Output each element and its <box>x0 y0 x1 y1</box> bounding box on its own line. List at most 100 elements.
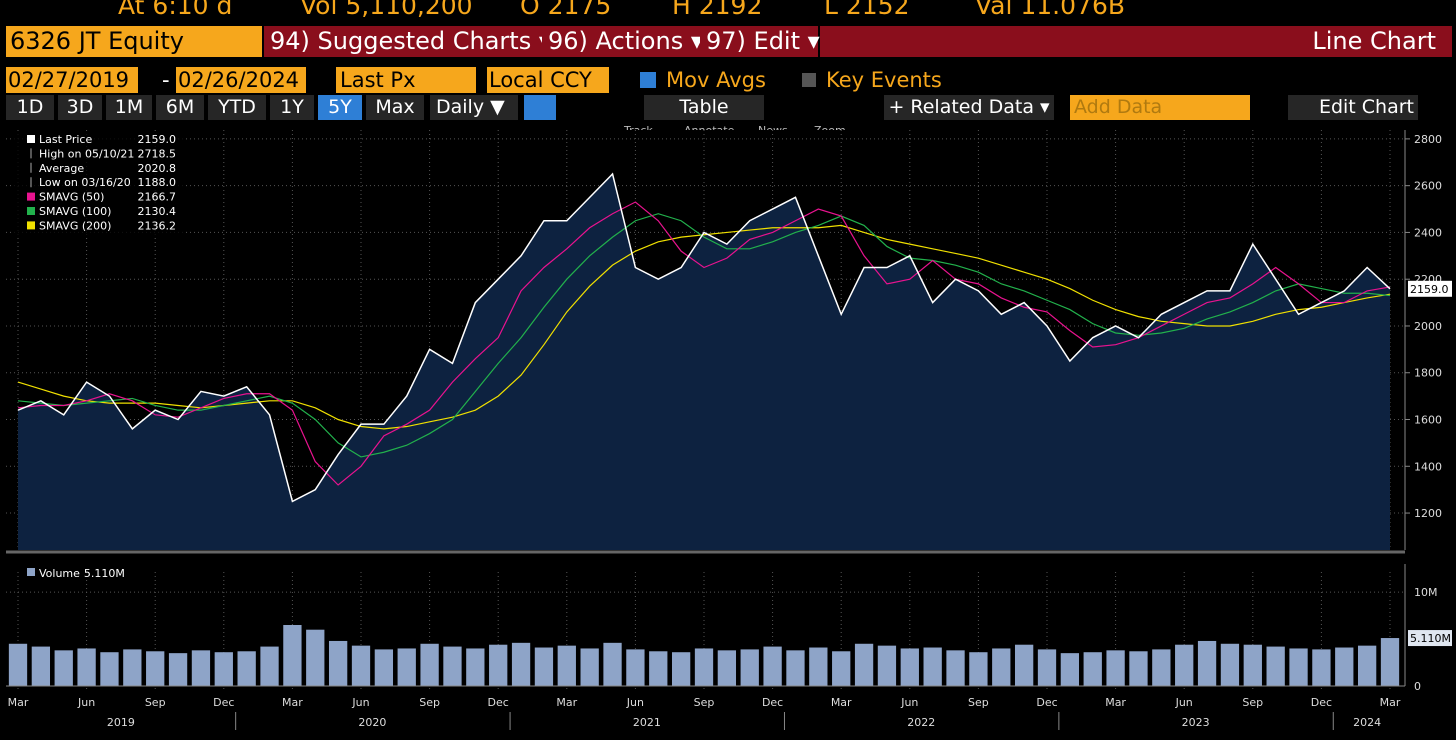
x-tick-label: Dec <box>213 696 234 709</box>
year-label: 2019 <box>107 716 135 729</box>
moving-average-line <box>17 224 1391 430</box>
volume-bar <box>351 645 371 686</box>
volume-tag <box>1408 630 1452 647</box>
volume-bar <box>214 652 233 686</box>
volume-bar <box>763 646 782 686</box>
chart-type[interactable]: Line Chart <box>820 26 1452 57</box>
edit-chart[interactable]: Edit Chart <box>1288 95 1418 120</box>
menu[interactable]: 96) Actions ▾ <box>542 26 703 57</box>
legend-value: 2159.0 <box>138 133 177 146</box>
period-button[interactable]: 1D <box>6 95 54 120</box>
period-button[interactable]: YTD <box>208 95 266 120</box>
volume-bar <box>854 643 874 686</box>
currency[interactable]: Local CCY <box>487 67 609 93</box>
x-tick-label: Jun <box>351 696 369 709</box>
volume-bar <box>832 651 851 686</box>
volume-bar <box>1220 643 1240 686</box>
period-button[interactable]: 3D <box>58 95 102 120</box>
field[interactable]: Last Px <box>336 67 476 93</box>
legend: Last Price 2159.0 High on 05/10/21 2718.5 Av… <box>14 132 184 236</box>
period-button[interactable]: Max <box>366 95 424 120</box>
open: O 2175 <box>520 0 612 20</box>
volume-bar <box>1152 649 1171 686</box>
x-tick-label: Dec <box>1036 696 1057 709</box>
related-data[interactable]: + Related Data ▾ <box>884 95 1054 120</box>
legend-label: SMAVG (50) <box>39 191 104 204</box>
x-tick-label: Jun <box>626 696 644 709</box>
volume-bar <box>260 646 279 686</box>
volume-bar <box>603 642 622 686</box>
last-price-label: 2159.0 <box>1410 283 1449 296</box>
low: L 2152 <box>824 0 910 20</box>
volume-bar <box>1014 644 1034 686</box>
menu[interactable]: 97) Edit ▾ <box>700 26 820 57</box>
volume-bar <box>1312 649 1331 686</box>
legend-label: Volume <box>39 567 80 580</box>
security[interactable]: 6326 JT Equity <box>6 26 262 57</box>
time: At 6:10 d <box>118 0 233 20</box>
legend-swatch <box>27 135 35 143</box>
volume-bar <box>877 645 897 686</box>
period-button[interactable]: 1Y <box>270 95 314 120</box>
volume-legend: Volume 5.110M <box>39 567 125 580</box>
volume-bar <box>1357 645 1377 686</box>
end-date[interactable]: 02/26/2024 <box>176 67 306 93</box>
volume-bar <box>511 642 531 686</box>
separator: - <box>162 68 170 92</box>
volume-bar <box>740 649 759 686</box>
volume-bar <box>466 648 485 686</box>
key-events[interactable]: Key Events <box>826 68 942 92</box>
add-data[interactable]: Add Data <box>1070 95 1250 120</box>
y-tick-label: 0 <box>1414 680 1421 693</box>
legend-value: 1188.0 <box>138 176 177 189</box>
volume-bar <box>306 629 325 686</box>
legend-value: 2166.7 <box>138 191 177 204</box>
price-area <box>18 173 1390 551</box>
volume-bar <box>146 651 165 686</box>
volume-bar <box>649 651 668 686</box>
legend-swatch <box>27 221 35 230</box>
volume-bar <box>8 643 28 686</box>
volume-bar <box>397 648 416 686</box>
legend-value: 2130.4 <box>138 205 177 218</box>
high: H 2192 <box>672 0 763 20</box>
volume-bar <box>946 650 965 686</box>
mov-avgs[interactable]: Mov Avgs <box>666 68 766 92</box>
volume-bar <box>237 651 256 686</box>
period-button[interactable]: 6M <box>156 95 204 120</box>
x-tick-label: Sep <box>694 696 715 709</box>
legend-value: 5.110M <box>84 567 125 580</box>
frequency[interactable]: Daily ▼ <box>430 95 518 120</box>
volume-bar <box>168 653 188 686</box>
volume-tag-label: 5.110M <box>1410 632 1451 645</box>
menu[interactable]: 94) Suggested Charts ▾ <box>264 26 551 57</box>
moving-average-line <box>17 213 1391 458</box>
legend-label: Average <box>39 162 84 175</box>
volume-bar <box>1289 648 1308 686</box>
value: Val 11.076B <box>975 0 1125 20</box>
checkbox[interactable] <box>802 73 816 87</box>
volume-bar <box>900 648 919 686</box>
volume-bar <box>580 648 599 686</box>
x-tick-label: Mar <box>1105 696 1126 709</box>
period-button[interactable]: 1M <box>106 95 152 120</box>
y-tick-label: 2800 <box>1414 133 1442 146</box>
volume-bar <box>1243 644 1262 686</box>
legend-label: SMAVG (100) <box>39 205 111 218</box>
period-button[interactable]: 5Y <box>318 95 362 120</box>
legend-swatch <box>27 207 35 215</box>
line-icon[interactable] <box>524 95 556 120</box>
table[interactable]: Table <box>644 95 764 120</box>
legend-label: Last Price <box>39 133 92 146</box>
y-tick-label: 1200 <box>1414 507 1442 520</box>
x-tick-label: Mar <box>556 696 577 709</box>
legend-value: 2718.5 <box>138 147 177 160</box>
legend-value: 2136.2 <box>138 219 177 232</box>
y-tick-label: 10M <box>1414 586 1438 599</box>
checkbox-checked[interactable] <box>640 72 656 88</box>
start-date[interactable]: 02/27/2019 <box>6 67 138 93</box>
volume-bar <box>489 644 508 686</box>
x-tick-label: Dec <box>1311 696 1332 709</box>
year-label: 2022 <box>907 716 935 729</box>
year-label: 2023 <box>1182 716 1210 729</box>
